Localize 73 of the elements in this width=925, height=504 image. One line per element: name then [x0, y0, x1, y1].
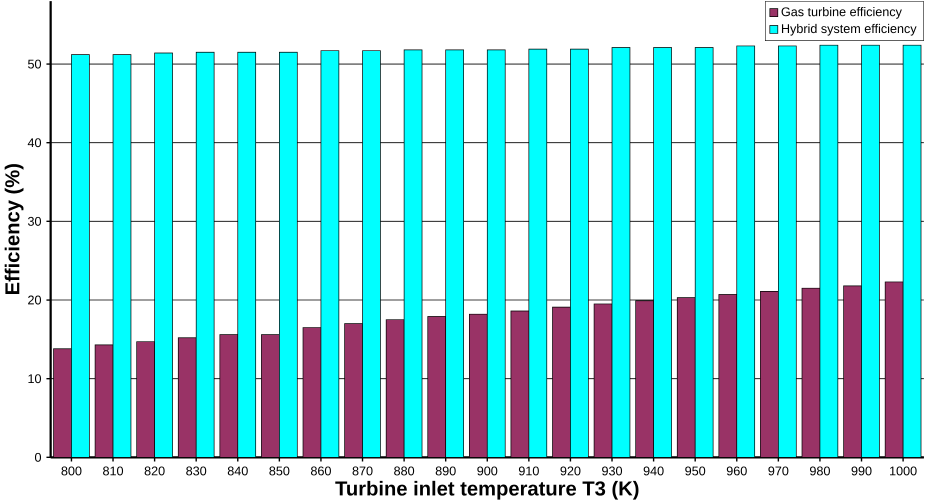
bar — [237, 52, 256, 458]
bar — [861, 44, 880, 458]
bar — [279, 52, 298, 458]
bar — [362, 50, 381, 458]
x-tick-label: 820 — [144, 466, 165, 476]
y-axis-title: Efficiency (%) — [4, 164, 24, 294]
bar — [468, 314, 488, 458]
bar — [694, 47, 714, 458]
bar — [386, 319, 404, 458]
bar — [136, 341, 155, 458]
bar — [778, 45, 797, 458]
x-tick-label: 870 — [352, 466, 373, 476]
bar — [404, 49, 422, 458]
bar — [486, 49, 506, 458]
bar — [760, 290, 779, 458]
y-tick-label: 20 — [28, 295, 42, 304]
x-tick-label: 880 — [394, 466, 414, 476]
x-tick-label: 850 — [269, 466, 290, 476]
bar — [178, 337, 197, 458]
x-tick-label: 890 — [436, 466, 456, 476]
x-tick-label: 940 — [644, 466, 664, 476]
x-tick-label: 860 — [310, 466, 331, 476]
bar — [802, 288, 820, 458]
bar — [94, 344, 114, 458]
bar — [154, 52, 173, 458]
bar — [594, 303, 612, 458]
y-tick-label: 30 — [28, 216, 42, 226]
legend-label: Gas turbine efficiency — [782, 6, 902, 19]
x-tick-label: 990 — [852, 466, 872, 476]
x-tick-label: 970 — [768, 466, 788, 476]
bar — [653, 47, 672, 458]
y-tick-label: 0 — [34, 452, 42, 462]
bar — [219, 334, 238, 458]
bar — [612, 47, 630, 458]
y-tick-label: 10 — [28, 374, 42, 383]
bar — [635, 300, 654, 458]
bar — [843, 285, 862, 458]
x-tick-label: 810 — [103, 466, 124, 476]
x-tick-label: 800 — [61, 466, 82, 476]
y-tick-label: 40 — [28, 138, 42, 148]
x-tick-label: 840 — [228, 466, 248, 476]
bar — [510, 310, 530, 458]
x-tick-label: 920 — [560, 466, 580, 476]
x-tick-label: 900 — [477, 466, 498, 476]
x-tick-label: 930 — [602, 466, 622, 476]
x-tick-label: 960 — [726, 466, 747, 476]
bar — [261, 334, 280, 458]
bar — [302, 327, 322, 458]
y-tick-label: 50 — [28, 59, 42, 68]
bar — [71, 54, 90, 458]
bar — [902, 44, 922, 458]
x-tick-label: 1000 — [890, 466, 917, 476]
bar — [736, 45, 756, 458]
bar — [884, 281, 904, 458]
bar — [676, 297, 696, 458]
legend-label: Hybrid system efficiency — [782, 24, 917, 36]
bar — [718, 294, 738, 458]
x-axis-title: Turbine inlet temperature T3 (K) — [335, 480, 638, 500]
bar — [528, 48, 548, 458]
bar — [427, 316, 446, 458]
bar — [53, 348, 72, 458]
x-tick-label: 950 — [685, 466, 706, 476]
bar — [820, 44, 838, 458]
bar — [320, 50, 340, 458]
x-tick-label: 980 — [810, 466, 830, 476]
x-tick-label: 830 — [186, 466, 206, 476]
x-tick-label: 910 — [518, 466, 539, 476]
bar — [570, 48, 589, 458]
bar — [445, 49, 464, 458]
bar — [112, 54, 132, 458]
bar — [552, 306, 571, 458]
bar — [196, 52, 214, 458]
bar — [344, 323, 363, 458]
